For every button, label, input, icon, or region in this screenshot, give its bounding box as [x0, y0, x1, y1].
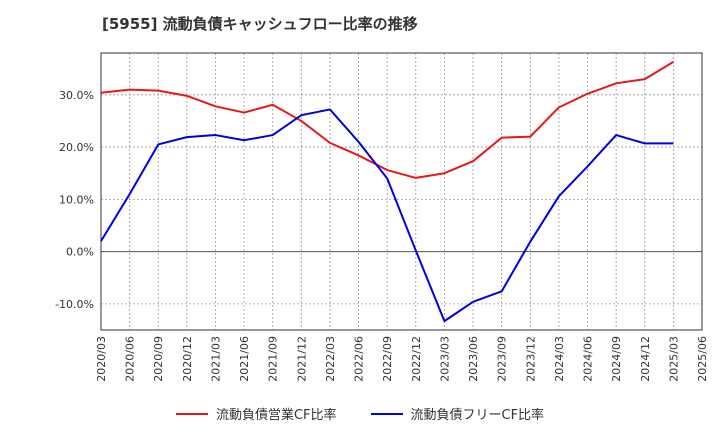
- x-tick-label: 2023/12: [524, 336, 537, 382]
- legend: 流動負債営業CF比率 流動負債フリーCF比率: [0, 404, 720, 423]
- x-tick-label: 2021/12: [295, 336, 308, 382]
- x-tick-label: 2021/09: [267, 336, 280, 382]
- legend-item-operating-cf: 流動負債営業CF比率: [175, 404, 337, 423]
- legend-label-operating-cf: 流動負債営業CF比率: [215, 408, 337, 423]
- x-tick-label: 2023/09: [496, 336, 509, 382]
- x-tick-label: 2022/09: [381, 336, 394, 382]
- x-tick-label: 2020/03: [95, 336, 108, 382]
- x-tick-label: 2022/06: [353, 336, 366, 382]
- series-line-operating-cf: [100, 61, 674, 179]
- x-tick-label: 2020/12: [181, 336, 194, 382]
- y-tick-label: 30.0%: [59, 89, 94, 102]
- x-tick-label: 2021/03: [209, 336, 222, 382]
- x-tick-label: 2023/06: [467, 336, 480, 382]
- y-tick-label: 20.0%: [59, 141, 94, 154]
- plot-area: [101, 53, 702, 330]
- plot-frame: [100, 52, 703, 331]
- x-tick-label: 2025/06: [696, 336, 709, 382]
- x-tick-label: 2024/09: [610, 336, 623, 382]
- x-tick-label: 2023/03: [438, 336, 451, 382]
- x-tick-label: 2024/03: [553, 336, 566, 382]
- y-tick-label: 10.0%: [59, 193, 94, 206]
- x-tick-label: 2022/12: [410, 336, 423, 382]
- legend-item-free-cf: 流動負債フリーCF比率: [370, 404, 545, 423]
- x-tick-label: 2020/09: [152, 336, 165, 382]
- x-tick-label: 2025/03: [667, 336, 680, 382]
- x-tick-label: 2020/06: [124, 336, 137, 382]
- legend-swatch-free-cf: [370, 412, 403, 415]
- x-tick-label: 2024/12: [639, 336, 652, 382]
- y-tick-label: 0.0%: [66, 246, 94, 259]
- x-tick-label: 2021/06: [238, 336, 251, 382]
- chart-title: [5955] 流動負債キャッシュフロー比率の推移: [102, 15, 418, 33]
- legend-label-free-cf: 流動負債フリーCF比率: [410, 408, 545, 423]
- series-line-free-cf: [100, 108, 674, 323]
- x-tick-label: 2022/03: [324, 336, 337, 382]
- y-tick-label: -10.0%: [55, 298, 94, 311]
- legend-swatch-operating-cf: [175, 412, 208, 415]
- x-tick-label: 2024/06: [582, 336, 595, 382]
